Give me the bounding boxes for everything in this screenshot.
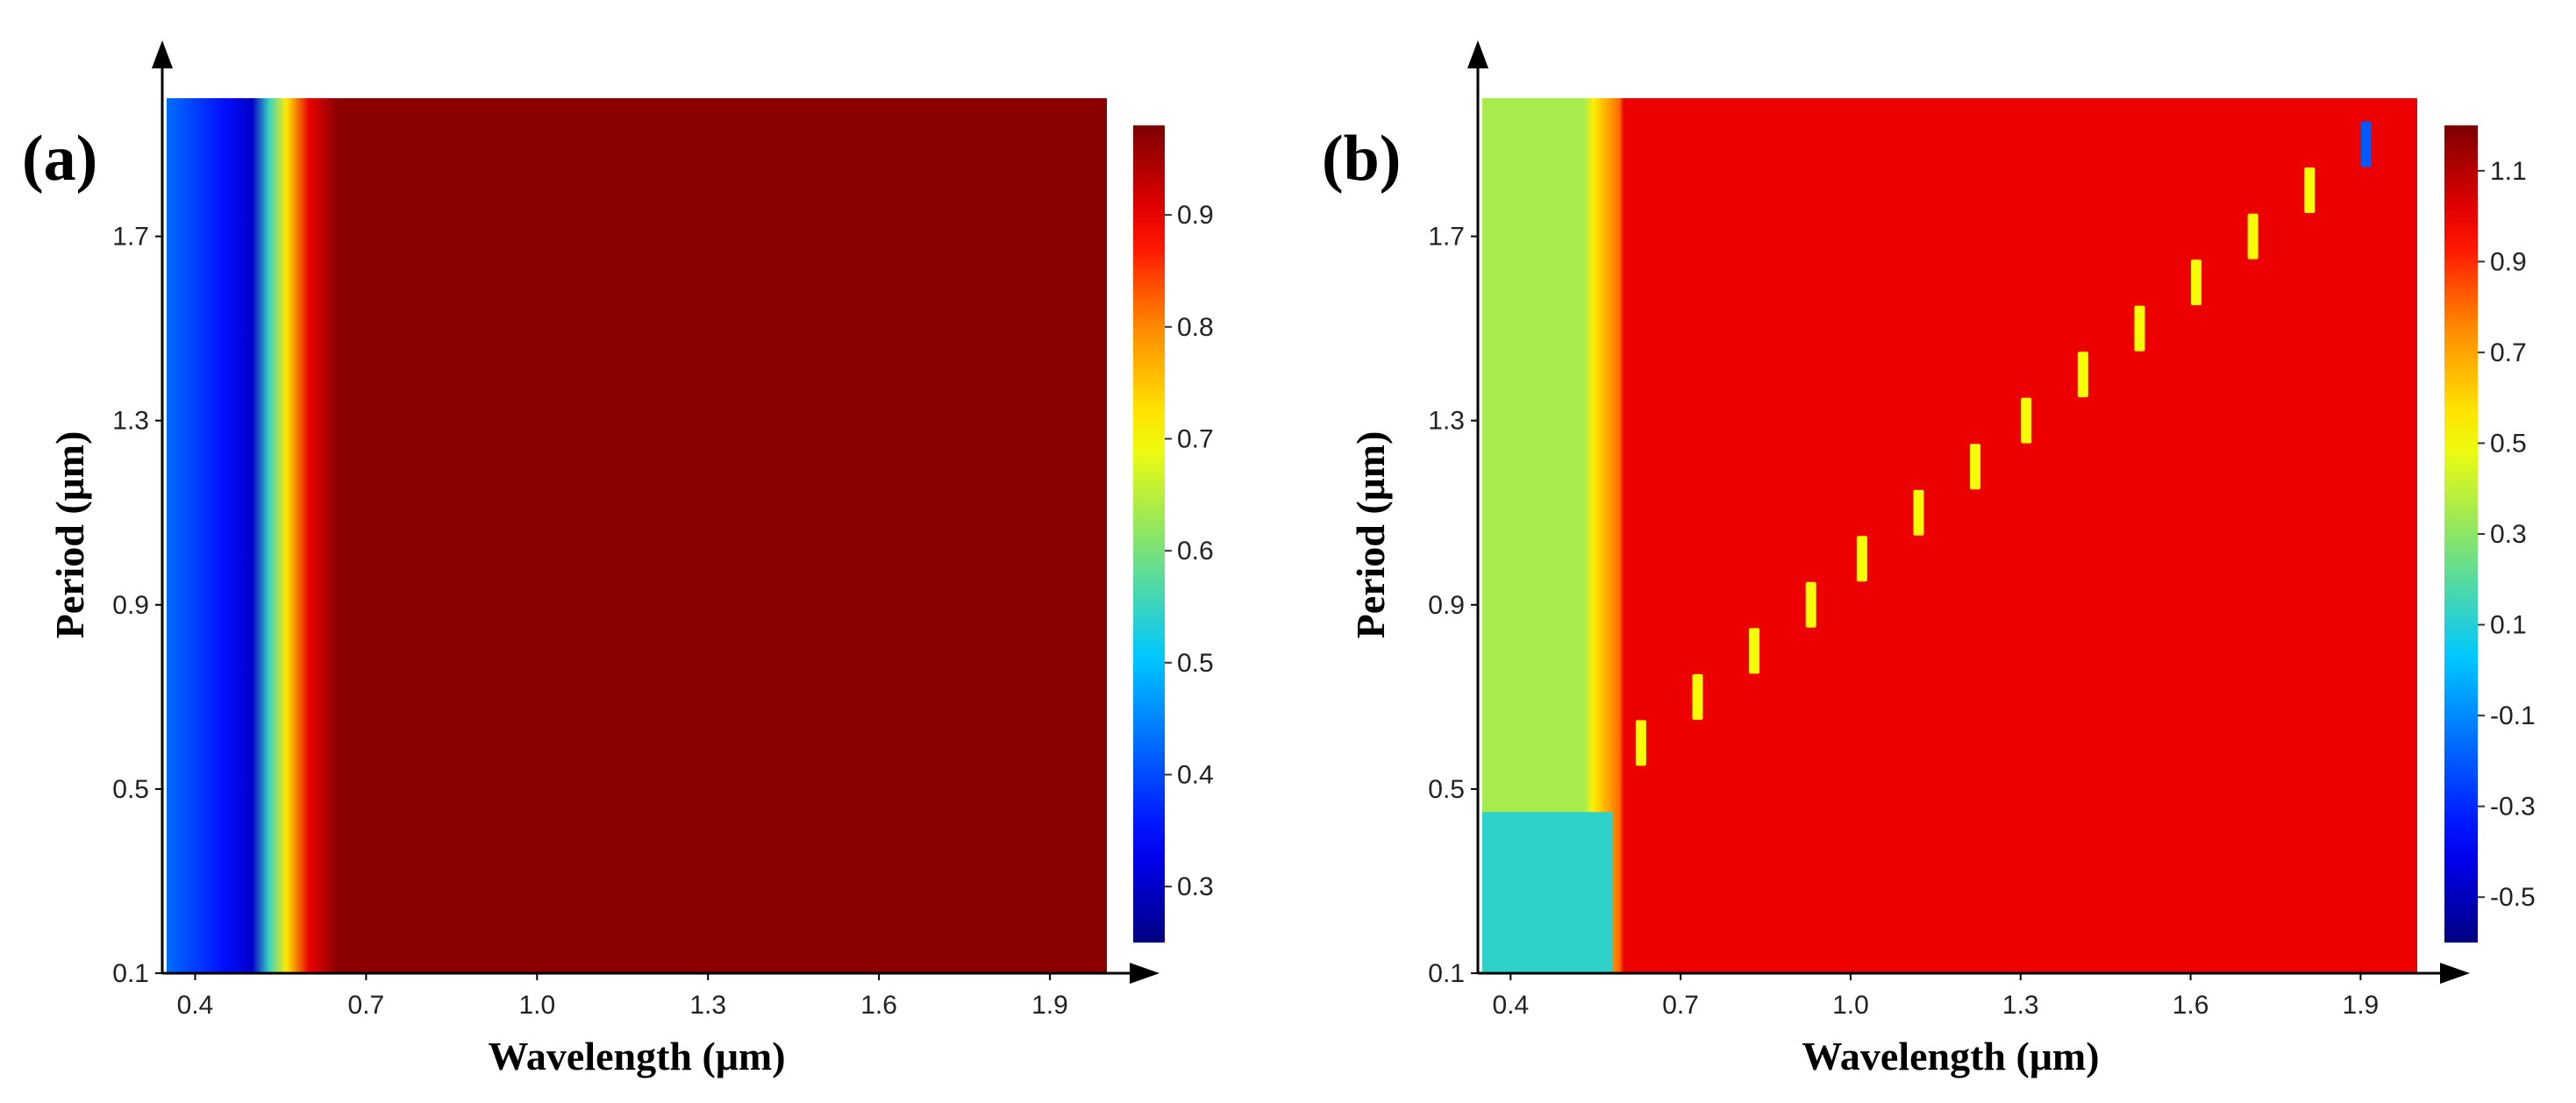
colorbar-ticks-a: 0.3 0.4 0.5 0.6 0.7 0.8 0.9 <box>1165 201 1214 901</box>
y-tick-label: 0.5 <box>1428 775 1465 804</box>
x-axis-label-b: Wavelength (μm) <box>1802 1034 2099 1078</box>
x-tick-label: 1.0 <box>1832 991 1869 1020</box>
axes-b <box>1467 40 2470 984</box>
resonance-mark <box>2021 397 2032 444</box>
resonance-line-b <box>1482 121 2372 973</box>
y-tick-label: 0.1 <box>1428 959 1465 988</box>
resonance-mark <box>1805 581 1816 628</box>
x-axis-label-a: Wavelength (μm) <box>488 1034 785 1078</box>
colorbar-tick-label: 0.4 <box>1177 760 1214 789</box>
resonance-mark <box>2191 260 2202 306</box>
resonance-mark <box>2247 213 2258 260</box>
colorbar-tick-label: 0.6 <box>1177 537 1214 566</box>
y-tick-label: 0.5 <box>112 775 149 804</box>
x-tick-label: 1.3 <box>2002 991 2039 1020</box>
y-tick-label: 0.9 <box>112 591 149 620</box>
resonance-mark <box>2360 121 2372 167</box>
panel-a: (a) 0.4 0.7 1.0 1.3 1.6 1.9 0.1 0.5 0.9 1.3 1.7 W… <box>22 40 1214 1078</box>
panel-b: (b) 0.4 0.7 1.0 1.3 1.6 1.9 0.1 0.5 0.9 1.3 1.7 W… <box>1322 40 2536 1078</box>
resonance-mark <box>2077 352 2088 398</box>
axes-a <box>152 40 1160 984</box>
y-axis-label-b: Period (μm) <box>1348 431 1393 639</box>
x-tick-label: 0.7 <box>1662 991 1699 1020</box>
x-tick-label: 1.3 <box>689 991 726 1020</box>
colorbar-tick-label: -0.3 <box>2490 793 2536 822</box>
y-tick-label: 1.7 <box>1428 223 1465 252</box>
y-ticks-a: 0.1 0.5 0.9 1.3 1.7 <box>112 223 162 988</box>
y-axis-arrow <box>152 40 173 68</box>
colorbar-tick-label: 0.7 <box>2490 338 2527 367</box>
y-tick-label: 1.7 <box>112 223 149 252</box>
colorbar-tick-label: -0.5 <box>2490 883 2536 912</box>
heatmap-a <box>167 98 1107 973</box>
colorbar-tick-label: 0.8 <box>1177 313 1214 342</box>
colorbar-tick-label: 0.5 <box>1177 649 1214 678</box>
small-period-region <box>1482 812 1613 973</box>
x-tick-label: 1.9 <box>1031 991 1068 1020</box>
resonance-mark <box>1692 673 1703 720</box>
heatmap-b <box>1482 98 2417 973</box>
panel-b-label: (b) <box>1322 123 1401 195</box>
resonance-mark <box>2134 305 2145 352</box>
x-tick-label: 1.6 <box>2173 991 2209 1020</box>
x-tick-label: 0.7 <box>348 991 385 1020</box>
resonance-mark <box>1856 536 1867 582</box>
colorbar-tick-label: -0.1 <box>2490 701 2536 730</box>
x-ticks-b: 0.4 0.7 1.0 1.3 1.6 1.9 <box>1492 973 2379 1020</box>
resonance-mark <box>1749 628 1760 674</box>
colorbar-tick-label: 1.1 <box>2490 157 2527 186</box>
colorbar-tick-label: 0.3 <box>2490 520 2527 549</box>
y-axis-arrow <box>1467 40 1488 68</box>
y-tick-label: 1.3 <box>112 407 149 436</box>
colorbar-tick-label: 0.9 <box>2490 247 2527 276</box>
x-axis-arrow <box>1130 963 1160 984</box>
x-tick-label: 1.0 <box>518 991 555 1020</box>
y-tick-label: 1.3 <box>1428 407 1465 436</box>
resonance-mark <box>1635 720 1646 766</box>
colorbar-tick-label: 0.3 <box>1177 872 1214 901</box>
x-ticks-a: 0.4 0.7 1.0 1.3 1.6 1.9 <box>177 973 1068 1020</box>
colorbar-tick-label: 0.1 <box>2490 611 2527 640</box>
resonance-mark <box>1970 444 1981 490</box>
x-tick-label: 0.4 <box>1492 991 1529 1020</box>
colorbar-tick-label: 0.9 <box>1177 201 1214 230</box>
colorbar-tick-label: 0.7 <box>1177 424 1214 453</box>
x-tick-label: 1.6 <box>860 991 897 1020</box>
colorbar-ticks-b: -0.5 -0.3 -0.1 0.1 0.3 0.5 0.7 0.9 1.1 <box>2478 157 2536 912</box>
panel-a-label: (a) <box>22 123 97 195</box>
y-axis-label-a: Period (μm) <box>47 431 92 639</box>
y-tick-label: 0.1 <box>112 959 149 988</box>
colorbar-tick-label: 0.5 <box>2490 429 2527 458</box>
y-tick-label: 0.9 <box>1428 591 1465 620</box>
y-ticks-b: 0.1 0.5 0.9 1.3 1.7 <box>1428 223 1478 988</box>
x-tick-label: 1.9 <box>2343 991 2380 1020</box>
colorbar-a <box>1133 125 1165 943</box>
x-tick-label: 0.4 <box>177 991 214 1020</box>
colorbar-b <box>2444 125 2478 943</box>
x-axis-arrow <box>2440 963 2470 984</box>
resonance-mark <box>1913 489 1924 536</box>
resonance-mark <box>2304 167 2316 214</box>
